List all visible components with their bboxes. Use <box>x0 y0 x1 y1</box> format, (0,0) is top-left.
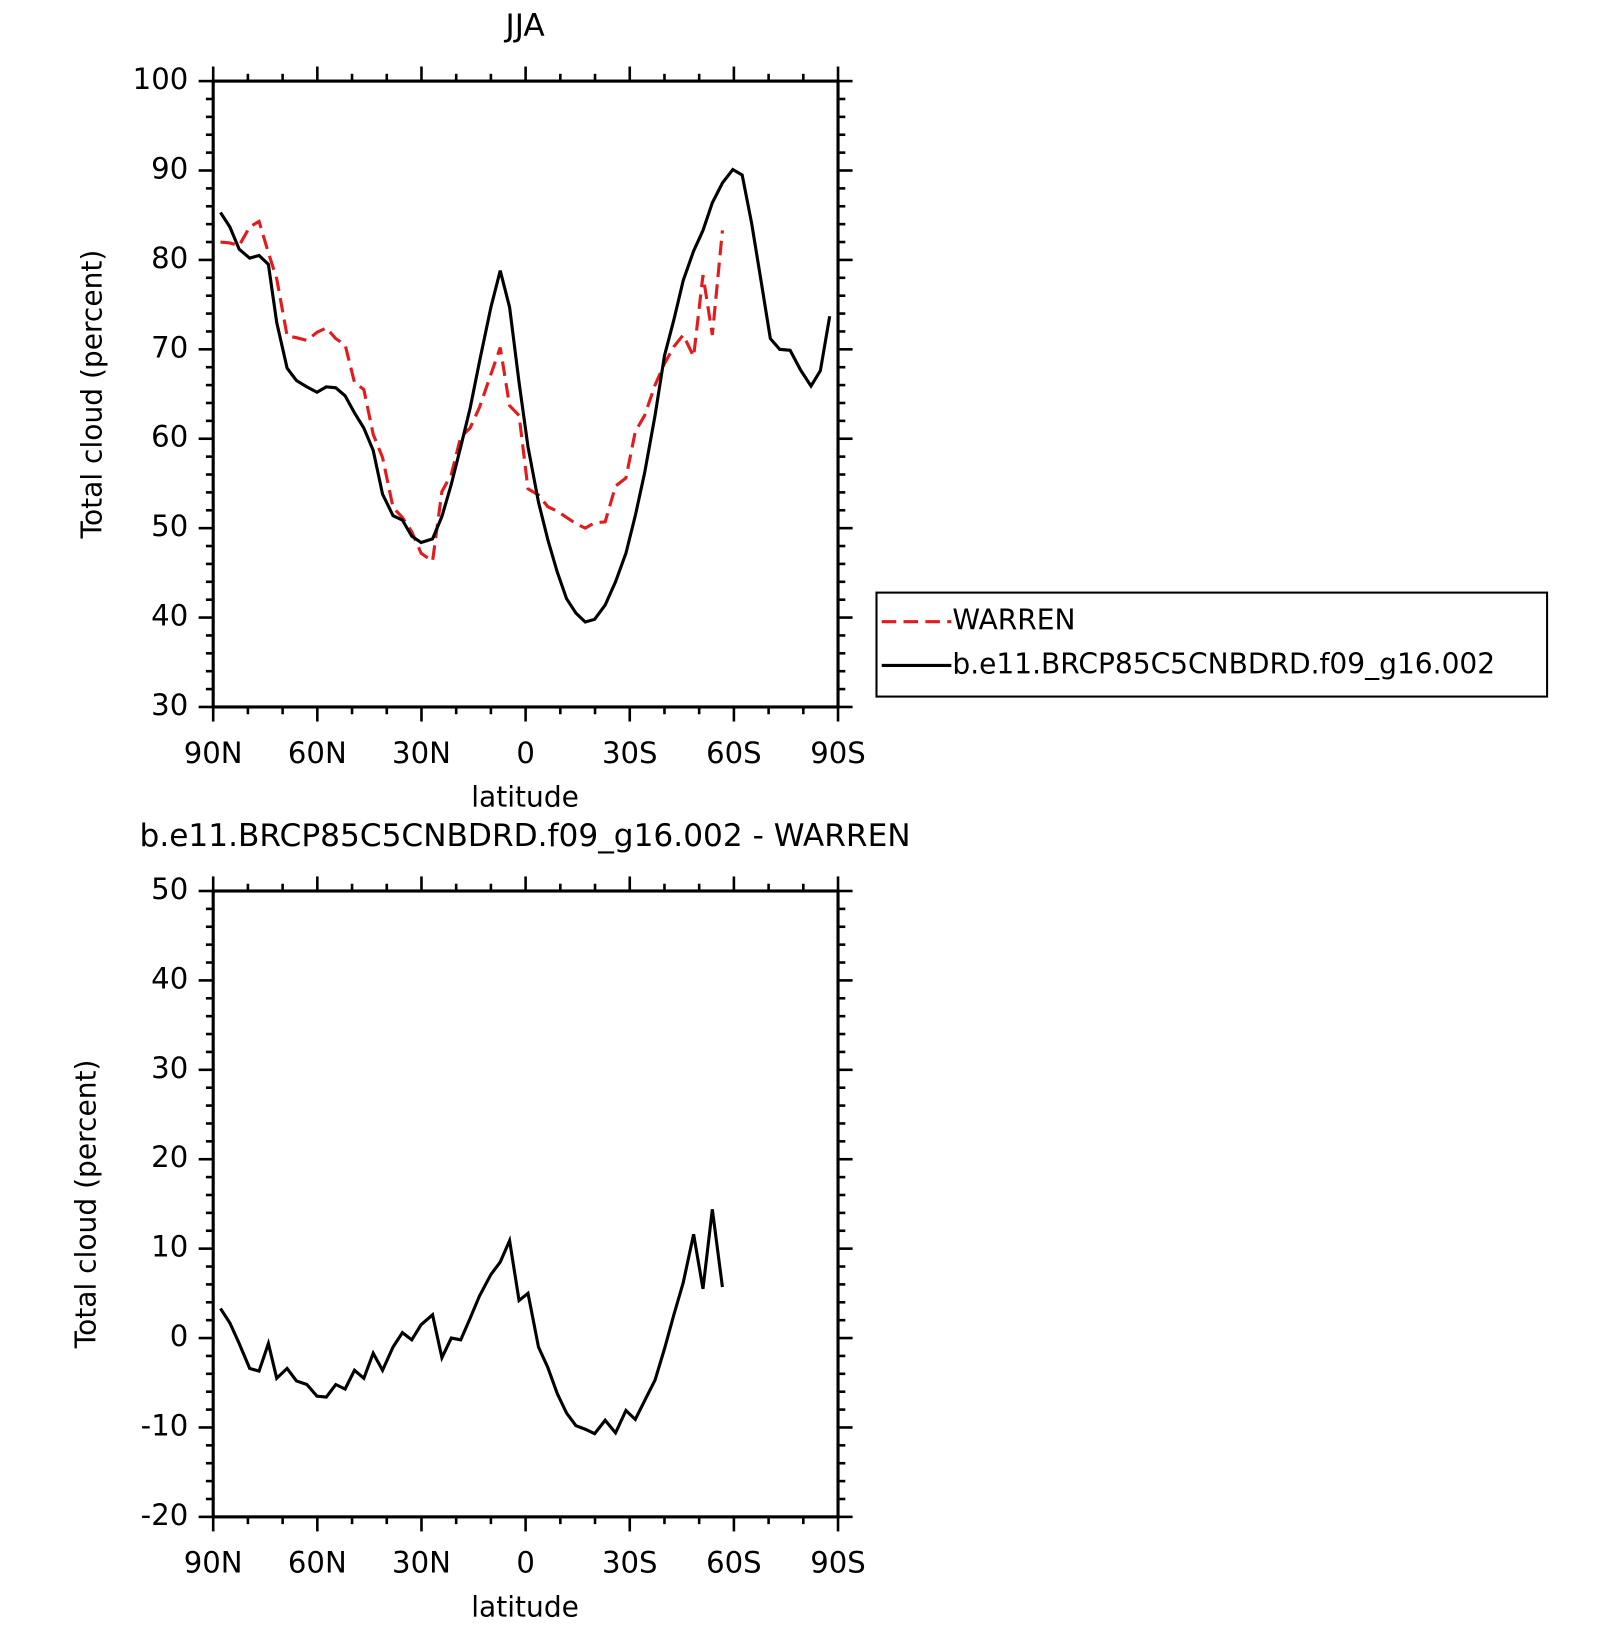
y-tick-label: 40 <box>151 599 188 633</box>
x-tick-label: 90N <box>184 736 243 770</box>
x-axis-label: latitude <box>471 1590 579 1623</box>
x-tick-label: 90N <box>184 1546 243 1580</box>
legend-box <box>875 591 1549 698</box>
data-line <box>220 219 724 564</box>
legend-label: b.e11.BRCP85C5CNBDRD.f09_g16.002 <box>952 647 1495 680</box>
y-tick-label: 90 <box>151 152 188 186</box>
plot-frame <box>211 889 840 1519</box>
y-tick-label: 50 <box>151 509 188 543</box>
y-axis-label: Total cloud (percent) <box>69 1060 102 1350</box>
y-tick-label: 80 <box>151 241 188 275</box>
x-tick-label: 30S <box>602 1546 658 1580</box>
y-tick-label: 50 <box>151 872 188 906</box>
x-tick-label: 60N <box>288 1546 347 1580</box>
y-tick-label: 0 <box>170 1319 189 1353</box>
x-tick-label: 30N <box>392 1546 451 1580</box>
y-tick-label: 30 <box>151 1051 188 1085</box>
y-tick-label: -10 <box>141 1408 189 1442</box>
y-tick-label: 40 <box>151 961 188 995</box>
data-line <box>219 1209 724 1436</box>
x-tick-label: 60N <box>288 736 347 770</box>
y-tick-label: 10 <box>151 1230 188 1264</box>
y-tick-label: -20 <box>141 1498 189 1532</box>
x-tick-label: 30N <box>392 736 451 770</box>
y-tick-label: 20 <box>151 1140 188 1174</box>
x-tick-label: 0 <box>516 1546 535 1580</box>
chart-title: b.e11.BRCP85C5CNBDRD.f09_g16.002 - WARRE… <box>140 818 911 854</box>
y-axis-label: Total cloud (percent) <box>76 250 109 540</box>
y-tick-label: 100 <box>133 62 189 96</box>
x-tick-label: 30S <box>602 736 658 770</box>
plot-frame <box>211 79 840 709</box>
x-tick-label: 0 <box>516 736 535 770</box>
y-tick-label: 70 <box>151 330 188 364</box>
x-tick-label: 60S <box>706 736 762 770</box>
chart-title: JJA <box>503 8 545 44</box>
y-tick-label: 60 <box>151 420 188 454</box>
data-line <box>219 167 832 624</box>
x-axis-label: latitude <box>471 780 579 813</box>
x-tick-label: 90S <box>810 1546 866 1580</box>
legend-label: WARREN <box>952 604 1075 637</box>
x-tick-label: 60S <box>706 1546 762 1580</box>
y-tick-label: 30 <box>151 688 188 722</box>
x-tick-label: 90S <box>810 736 866 770</box>
